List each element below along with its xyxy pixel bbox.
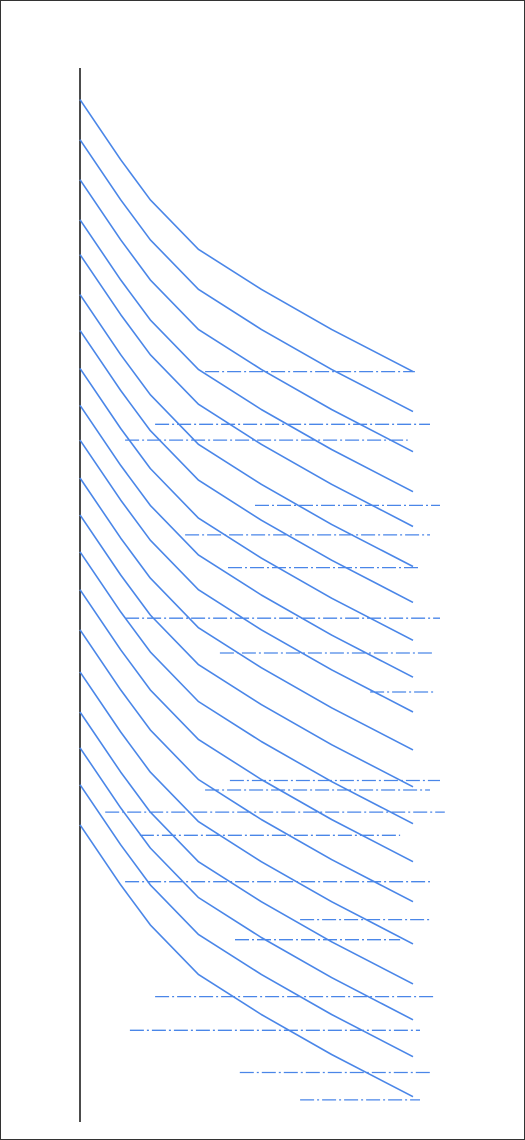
curve bbox=[79, 329, 414, 604]
curve bbox=[79, 824, 414, 1098]
curve bbox=[79, 99, 414, 373]
curve bbox=[79, 477, 414, 751]
curve bbox=[79, 219, 414, 493]
curve bbox=[79, 629, 414, 903]
curve bbox=[79, 139, 414, 413]
curve bbox=[79, 747, 414, 1021]
curve bbox=[79, 439, 414, 713]
curve bbox=[79, 367, 414, 642]
curve bbox=[79, 254, 414, 528]
curve bbox=[79, 671, 414, 945]
curve bbox=[79, 514, 414, 788]
curve bbox=[79, 179, 414, 453]
curve bbox=[79, 589, 414, 863]
curve bbox=[79, 551, 414, 825]
curve bbox=[79, 711, 414, 985]
curve bbox=[79, 294, 414, 568]
curve bbox=[79, 784, 414, 1058]
curve bbox=[79, 404, 414, 678]
